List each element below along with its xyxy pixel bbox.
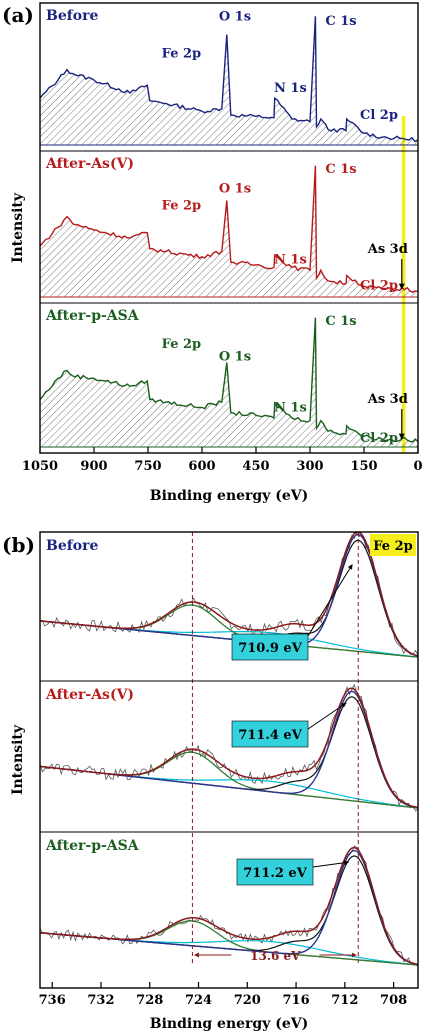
- fit-envelope-1: [39, 687, 419, 809]
- peak-label-2: N 1s: [274, 81, 307, 96]
- fe2p-label-box: [370, 534, 416, 556]
- peak-arrow-1: [307, 702, 347, 730]
- panel-b-label: (b): [2, 533, 35, 557]
- panel-a-survey-spectra: (a) Before After-As(V) After-p-ASA Fe 2p O 1…: [2, 2, 422, 504]
- a-tick-label-6: 150: [350, 459, 377, 474]
- hatched-area-2: [40, 317, 418, 447]
- series-name-2: After-p-ASA: [45, 308, 140, 324]
- peak-value-label-2: 711.2 eV: [243, 866, 308, 881]
- a-tick-label-2: 750: [134, 459, 161, 474]
- series-name-0: Before: [46, 8, 98, 24]
- panel-b-fe2p-spectra: (b) Before 710.9 eV After-As(V) 711.4 eV Aft…: [2, 531, 419, 1032]
- a-tick-label-1: 900: [80, 459, 107, 474]
- a-tick-label-4: 450: [242, 459, 269, 474]
- peak-label-6: O 1s: [219, 182, 251, 197]
- peak-label-13: N 1s: [274, 400, 307, 415]
- peak-label-14: C 1s: [325, 314, 356, 329]
- fit-envelope-2: [39, 846, 419, 966]
- hatched-area-1: [40, 165, 418, 297]
- fit-main-peak-2: [39, 849, 419, 966]
- peak-label-9: Cl 2p: [360, 279, 398, 294]
- b-tick-label-2: 728: [136, 993, 163, 1008]
- b-series-name-2: After-p-ASA: [45, 838, 140, 854]
- peak-arrow-0: [307, 564, 353, 637]
- peak-label-10: As 3d: [367, 242, 408, 257]
- a-tick-label-5: 300: [296, 459, 323, 474]
- peak-value-box-2: [236, 858, 314, 886]
- peak-label-15: Cl 2p: [360, 431, 398, 446]
- peak-label-8: C 1s: [325, 162, 356, 177]
- peak-label-5: Fe 2p: [162, 198, 201, 213]
- panel-a-x-axis-label: Binding energy (eV): [150, 488, 308, 504]
- peak-label-11: Fe 2p: [162, 337, 201, 352]
- a-tick-label-3: 600: [188, 459, 215, 474]
- fe2p-region-label: Fe 2p: [373, 539, 412, 554]
- a-tick-label-7: 0: [413, 459, 422, 474]
- panel-b-frame: [39, 531, 419, 989]
- b-tick-label-0: 736: [39, 993, 66, 1008]
- peak-value-label-0: 710.9 eV: [238, 641, 303, 656]
- peak-label-1: O 1s: [219, 10, 251, 25]
- b-series-name-0: Before: [46, 538, 98, 554]
- peak-label-12: O 1s: [219, 350, 251, 365]
- a-tick-label-0: 1050: [22, 459, 58, 474]
- raw-spectrum-2: [39, 845, 419, 967]
- peak-label-3: C 1s: [325, 14, 356, 29]
- fit-envelope-0: [39, 531, 419, 657]
- peak-value-box-1: [231, 720, 309, 748]
- b-tick-label-3: 724: [185, 993, 212, 1008]
- peak-arrow-2: [312, 860, 350, 868]
- peak-label-4: Cl 2p: [360, 108, 398, 123]
- peak-label-7: N 1s: [274, 252, 307, 267]
- panel-a-frame: [39, 2, 419, 454]
- panel-b-y-axis-label: Intensity: [10, 724, 26, 795]
- survey-line-2: [39, 317, 419, 443]
- b-series-name-1: After-As(V): [45, 687, 134, 703]
- panel-b-x-axis-label: Binding energy (eV): [150, 1016, 308, 1032]
- b-tick-label-7: 708: [380, 993, 407, 1008]
- separation-label: 13.6 eV: [250, 949, 301, 963]
- peak-value-label-1: 711.4 eV: [238, 728, 303, 743]
- b-tick-label-5: 716: [282, 993, 309, 1008]
- raw-spectrum-1: [39, 683, 419, 812]
- survey-line-0: [39, 16, 419, 143]
- panel-a-label: (a): [2, 3, 34, 27]
- b-tick-label-1: 732: [87, 993, 114, 1008]
- b-tick-label-4: 720: [234, 993, 261, 1008]
- panel-a-y-axis-label: Intensity: [10, 192, 26, 263]
- b-tick-label-6: 712: [331, 993, 358, 1008]
- fit-shoulder-1: [39, 696, 419, 809]
- peak-label-0: Fe 2p: [162, 46, 201, 61]
- survey-line-1: [39, 165, 419, 293]
- series-name-1: After-As(V): [45, 156, 134, 172]
- peak-value-box-0: [231, 633, 309, 661]
- peak-label-16: As 3d: [367, 392, 408, 407]
